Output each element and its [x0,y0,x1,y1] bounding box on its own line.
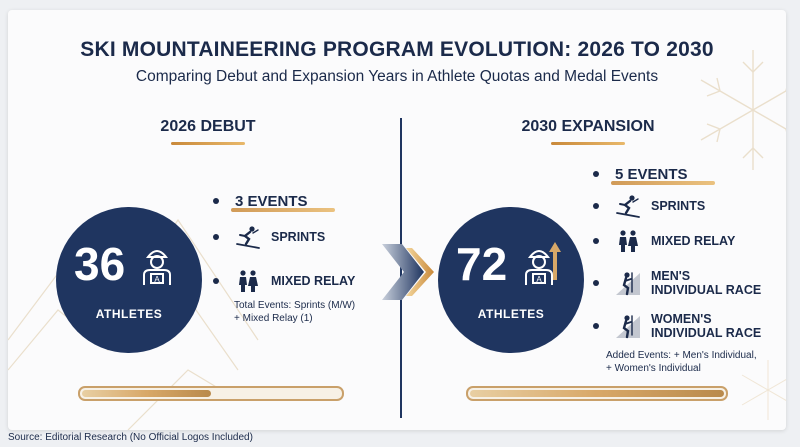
expansion-heading-underline [551,142,625,145]
svg-text:A: A [154,275,160,284]
expansion-athletes-circle: 72 A ATHLETES [438,207,584,353]
expansion-events-count-text: 5 EVENTS [615,165,688,183]
expansion-events-header-row: 5 EVENTS [593,161,715,187]
bullet-dot [593,323,599,329]
bullet-dot [593,171,599,177]
womens-name-line1: WOMEN'S [651,312,712,326]
events-highlight [231,207,335,212]
debut-progress-fill [82,390,211,397]
debut-athletes-label: ATHLETES [95,307,163,321]
mens-name-line2: INDIVIDUAL RACE [651,283,762,297]
expansion-events-note: Added Events: + Men's Individual, + Wome… [606,349,757,375]
expansion-events-count: 5 EVENTS [611,165,715,185]
page-subtitle: Comparing Debut and Expansion Years in A… [135,68,659,85]
debut-athletes-number: 36 [74,238,126,290]
debut-events-count: 3 EVENTS [231,192,335,212]
expansion-heading: 2030 EXPANSION [488,118,688,145]
skier-icon [616,195,640,218]
womens-name-line2: INDIVIDUAL RACE [651,326,762,340]
expansion-heading-text: 2030 EXPANSION [521,118,655,135]
expansion-progress-bar [466,386,728,401]
expansion-note-line1: Added Events: + Men's Individual, [606,350,757,361]
expansion-athletes-number: 72 [456,238,508,290]
skier-icon [236,226,260,249]
expansion-note-line2: + Women's Individual [606,363,701,374]
debut-athletes-circle: 36 A ATHLETES [56,207,202,353]
expansion-event-mixed-relay: MIXED RELAY [593,228,735,254]
bullet-dot [213,198,219,204]
expansion-event-sprints-name: SPRINTS [651,199,706,213]
bullet-dot [593,238,599,244]
debut-event-mixed-relay-name: MIXED RELAY [271,274,356,288]
debut-progress-bar [78,386,344,401]
debut-heading-underline [171,142,245,145]
expansion-event-sprints: SPRINTS [593,193,705,219]
expansion-event-womens-individual-name: WOMEN'S INDIVIDUAL RACE [651,312,761,340]
mens-name-line1: MEN'S [651,269,691,283]
source-note: Source: Editorial Research (No Official … [8,432,253,443]
expansion-progress-fill [470,390,724,397]
bullet-dot [213,278,219,284]
climber-icon [616,315,640,339]
debut-note-line1: Total Events: Sprints (M/W) [234,300,356,311]
couple-icon [239,270,258,292]
debut-note-line2: + Mixed Relay (1) [234,313,313,324]
svg-text:A: A [536,275,542,284]
events-highlight [611,180,715,185]
debut-heading: 2026 DEBUT [118,118,298,145]
debut-heading-text: 2026 DEBUT [160,118,256,135]
debut-event-mixed-relay: MIXED RELAY [213,268,355,294]
expansion-event-mens-individual: MEN'S INDIVIDUAL RACE [593,267,761,299]
debut-event-sprints: SPRINTS [213,224,325,250]
couple-icon [619,230,638,252]
expansion-event-mixed-relay-name: MIXED RELAY [651,234,736,248]
bullet-dot [593,280,599,286]
arrow-up-icon [549,242,561,280]
climber-icon [616,272,640,296]
bullet-dot [213,234,219,240]
page-title: SKI MOUNTAINEERING PROGRAM EVOLUTION: 20… [80,38,714,61]
chevron-right-icon [382,244,434,300]
debut-event-sprints-name: SPRINTS [271,230,326,244]
expansion-event-womens-individual: WOMEN'S INDIVIDUAL RACE [593,310,761,342]
expansion-event-mens-individual-name: MEN'S INDIVIDUAL RACE [651,269,761,297]
debut-events-count-text: 3 EVENTS [235,192,308,210]
debut-events-header-row: 3 EVENTS [213,188,335,214]
bullet-dot [593,203,599,209]
expansion-athletes-label: ATHLETES [477,307,545,321]
debut-events-note: Total Events: Sprints (M/W) + Mixed Rela… [234,299,355,325]
infographic-card: SKI MOUNTAINEERING PROGRAM EVOLUTION: 20… [8,10,786,430]
athlete-icon: A [525,250,553,285]
athlete-icon: A [143,250,171,285]
